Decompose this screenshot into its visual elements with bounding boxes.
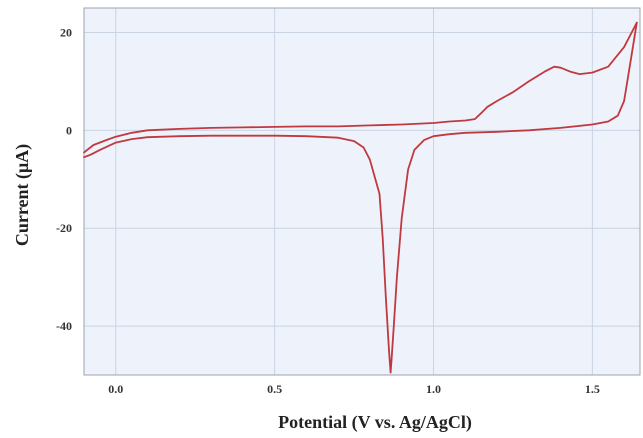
y-tick-label: -20	[56, 221, 72, 235]
grid	[84, 8, 640, 375]
x-tick-label: 0.5	[267, 382, 282, 396]
forward-scan-curve	[83, 21, 638, 154]
y-tick-labels: 20 0 -20 -40	[56, 25, 72, 333]
y-tick-label: -40	[56, 319, 72, 333]
x-tick-labels: 0.0 0.5 1.0 1.5	[108, 382, 600, 396]
plot-background	[84, 8, 640, 375]
x-tick-label: 0.0	[108, 382, 123, 396]
x-tick-label: 1.0	[426, 382, 441, 396]
y-tick-label: 20	[60, 25, 72, 39]
y-tick-label: 0	[66, 123, 72, 137]
plot-frame	[83, 7, 641, 376]
y-axis-label: Current (μA)	[12, 144, 33, 246]
x-axis-label: Potential (V vs. Ag/AgCl)	[278, 412, 472, 433]
data-curves	[83, 21, 638, 374]
reverse-scan-curve	[83, 21, 638, 374]
x-tick-label: 1.5	[585, 382, 600, 396]
